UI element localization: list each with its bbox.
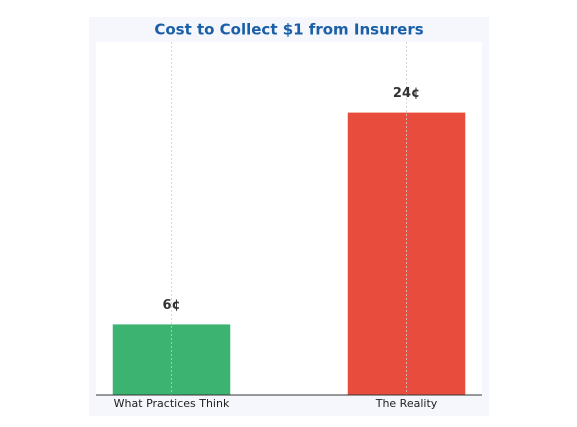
- x-tick-label: What Practices Think: [114, 397, 230, 410]
- value-label: 6¢: [162, 298, 180, 313]
- x-tick-label: The Reality: [375, 397, 438, 410]
- value-label: 24¢: [393, 86, 420, 101]
- chart-title: Cost to Collect $1 from Insurers: [154, 21, 423, 39]
